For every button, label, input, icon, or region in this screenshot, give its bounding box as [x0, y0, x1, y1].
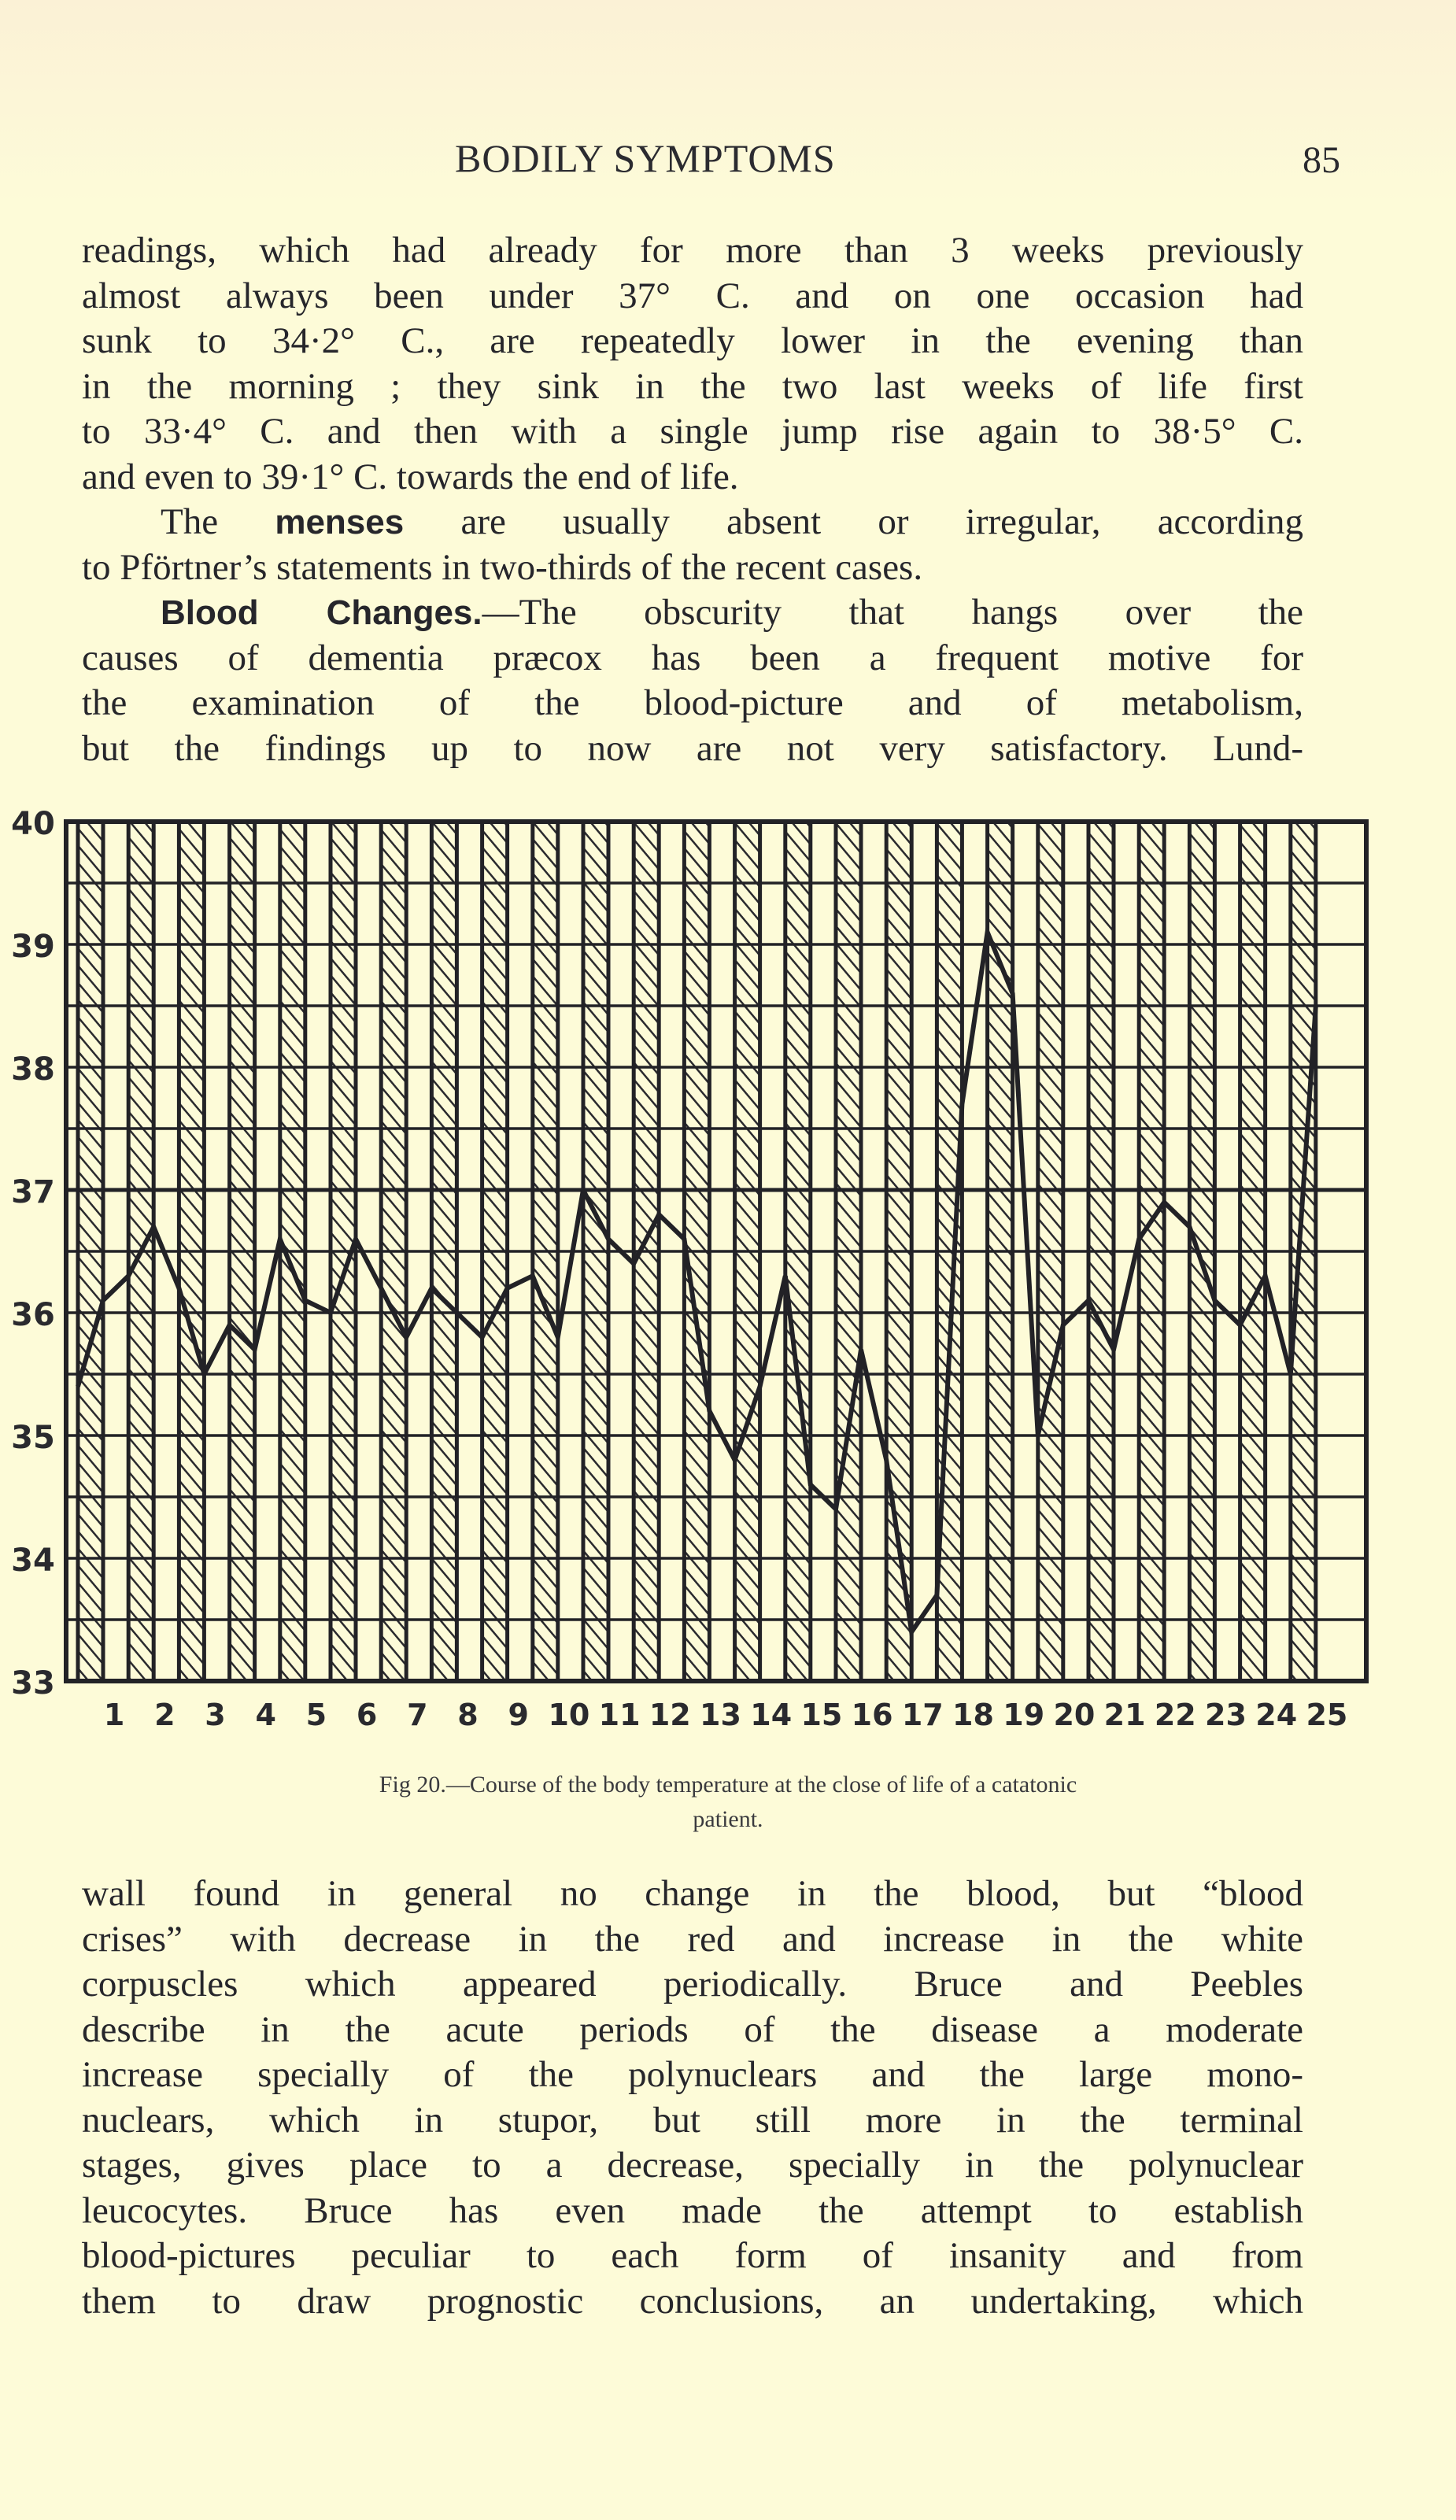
text-line: wall found in general no change in the b… — [82, 1873, 1303, 1914]
text-run: —The obscurity that hangs over the — [482, 592, 1303, 633]
y-tick-label: 35 — [11, 1420, 55, 1456]
x-tick-label: 6 — [357, 1698, 377, 1732]
temperature-line — [76, 923, 1318, 1639]
text-line: sunk to 34·2° C., are repeatedly lower i… — [82, 320, 1303, 361]
text-line: them to draw prognostic conclusions, an … — [82, 2280, 1303, 2322]
x-tick-label: 18 — [952, 1698, 994, 1732]
x-tick-label: 5 — [306, 1698, 327, 1732]
menses-term: menses — [275, 503, 405, 541]
x-tick-label: 11 — [599, 1698, 641, 1732]
text-line: causes of dementia præcox has been a fre… — [82, 637, 1303, 678]
x-tick-label: 12 — [649, 1698, 691, 1732]
text-line: describe in the acute periods of the dis… — [82, 2008, 1303, 2050]
x-tick-label: 4 — [255, 1698, 275, 1732]
text-line: the examination of the blood-picture and… — [82, 682, 1303, 723]
x-tick-label: 23 — [1205, 1698, 1247, 1732]
x-tick-label: 15 — [800, 1698, 842, 1732]
body-text-top: readings, which had already for more tha… — [82, 228, 1303, 771]
text-line: and even to 39·1° C. towards the end of … — [82, 456, 739, 497]
x-axis-labels: 1 2 3 4 5 6 7 8 9 10 11 12 13 14 15 16 17 18 19 20 21 22 23 24 2… — [104, 1698, 1347, 1732]
text-line: but the findings up to now are not very … — [82, 727, 1303, 769]
text-line: stages, gives place to a decrease, speci… — [82, 2145, 1303, 2186]
y-tick-label: 40 — [11, 806, 55, 842]
text-run: The — [161, 501, 275, 542]
running-title: BODILY SYMPTOMS — [455, 136, 836, 180]
blood-changes-heading-line: Blood Changes.—The obscurity that hangs … — [82, 590, 1303, 636]
chart-grid — [66, 820, 1366, 1683]
x-tick-label: 21 — [1104, 1698, 1146, 1732]
x-tick-label: 22 — [1155, 1698, 1196, 1732]
x-tick-label: 19 — [1003, 1698, 1044, 1732]
y-tick-label: 38 — [11, 1051, 55, 1088]
text-line: readings, which had already for more tha… — [82, 230, 1303, 271]
caption-line-2: patient. — [693, 1806, 763, 1832]
figure-caption: Fig 20.—Course of the body temperature a… — [0, 1768, 1456, 1837]
running-head: BODILY SYMPTOMS 85 — [0, 135, 1456, 190]
y-tick-label: 37 — [11, 1174, 55, 1210]
text-line: increase specially of the polynuclears a… — [82, 2054, 1303, 2095]
text-line: almost always been under 37° C. and on o… — [82, 275, 1303, 316]
text-line: in the morning ; they sink in the two la… — [82, 365, 1303, 407]
text-line: nuclears, which in stupor, but still mor… — [82, 2099, 1303, 2141]
x-tick-label: 8 — [457, 1698, 478, 1732]
y-tick-label: 39 — [11, 929, 55, 965]
page-number: 85 — [1303, 139, 1340, 181]
x-tick-label: 1 — [104, 1698, 124, 1732]
text-run: are usually absent or irregular, accordi… — [404, 501, 1303, 542]
x-tick-label: 2 — [154, 1698, 175, 1732]
x-tick-label: 25 — [1306, 1698, 1347, 1732]
x-tick-label: 16 — [852, 1698, 893, 1732]
x-tick-label: 17 — [902, 1698, 944, 1732]
x-tick-label: 9 — [508, 1698, 528, 1732]
menses-paragraph-line: The menses are usually absent or irregul… — [82, 500, 1303, 545]
x-tick-label: 7 — [407, 1698, 427, 1732]
x-tick-label: 10 — [548, 1698, 589, 1732]
body-text-bottom: wall found in general no change in the b… — [82, 1872, 1303, 2324]
y-tick-label: 33 — [11, 1665, 55, 1702]
y-tick-label: 34 — [11, 1543, 55, 1579]
x-tick-label: 3 — [205, 1698, 225, 1732]
x-tick-label: 14 — [750, 1698, 792, 1732]
y-axis-labels: 33 34 35 36 37 38 39 40 — [11, 806, 55, 1702]
temperature-chart: 33 34 35 36 37 38 39 40 1 2 3 4 5 6 7 8 9 10 11 12 13 14 15 16… — [0, 795, 1456, 1739]
y-tick-label: 36 — [11, 1297, 55, 1333]
text-line: corpuscles which appeared periodically. … — [82, 1964, 1303, 2005]
text-line: blood-pictures peculiar to each form of … — [82, 2235, 1303, 2276]
x-tick-label: 13 — [700, 1698, 741, 1732]
x-tick-label: 24 — [1255, 1698, 1297, 1732]
text-line: to 33·4° C. and then with a single jump … — [82, 411, 1303, 452]
x-tick-label: 20 — [1053, 1698, 1095, 1732]
caption-line-1: Fig 20.—Course of the body temperature a… — [379, 1772, 1077, 1798]
text-line: leucocytes. Bruce has even made the atte… — [82, 2189, 1303, 2231]
text-line: to Pförtner’s statements in two-thirds o… — [82, 546, 923, 588]
text-line: crises” with decrease in the red and inc… — [82, 1918, 1303, 1960]
blood-changes-term: Blood Changes. — [161, 593, 482, 632]
chart-frame — [64, 819, 1369, 1683]
